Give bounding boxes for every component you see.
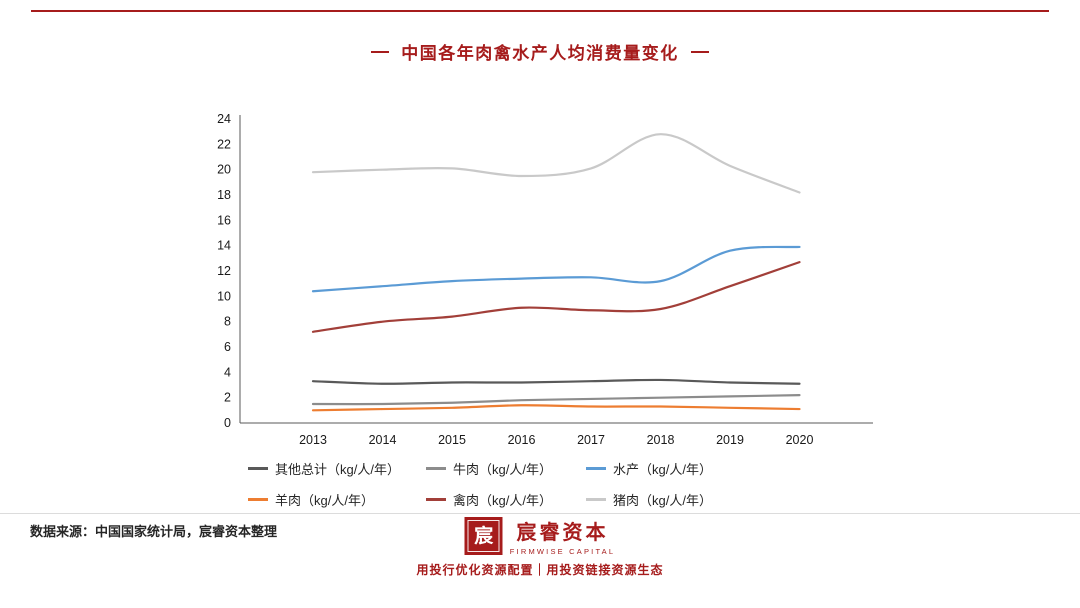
legend-label: 牛肉（kg/人/年） — [453, 462, 552, 477]
brand-row: 宸 宸睿资本 FIRMWISE CAPITAL — [416, 516, 663, 556]
legend-label: 水产（kg/人/年） — [613, 462, 712, 477]
y-axis-tick-label: 16 — [217, 213, 231, 227]
brand-names: 宸睿资本 FIRMWISE CAPITAL — [510, 516, 615, 556]
x-axis-tick-label: 2014 — [369, 433, 397, 447]
y-axis-tick-label: 8 — [224, 315, 231, 329]
x-axis-tick-label: 2019 — [716, 433, 744, 447]
legend-swatch — [586, 498, 606, 501]
y-axis-tick-label: 22 — [217, 137, 231, 151]
legend-label: 羊肉（kg/人/年） — [275, 493, 374, 508]
brand-block: 宸 宸睿资本 FIRMWISE CAPITAL 用投行优化资源配置｜用投资链接资… — [416, 516, 663, 578]
legend-item: 其他总计（kg/人/年） — [248, 459, 426, 478]
x-axis-tick-label: 2016 — [508, 433, 536, 447]
series-line — [311, 378, 801, 385]
data-source-note: 数据来源：中国国家统计局，宸睿资本整理 — [30, 524, 278, 539]
y-axis-tick-label: 14 — [217, 239, 231, 253]
y-axis-tick-label: 2 — [224, 391, 231, 405]
seal-glyph: 宸 — [467, 520, 500, 552]
x-axis-tick-label: 2020 — [786, 433, 814, 447]
y-axis-tick-label: 10 — [217, 289, 231, 303]
legend-label: 禽肉（kg/人/年） — [453, 493, 552, 508]
y-axis-tick-label: 12 — [217, 264, 231, 278]
y-axis-tick-label: 24 — [217, 112, 231, 126]
legend-item: 羊肉（kg/人/年） — [248, 490, 426, 509]
title-left-dash — [371, 50, 390, 53]
legend-label: 猪肉（kg/人/年） — [613, 493, 712, 508]
legend-swatch — [248, 467, 268, 470]
title-right-dash — [690, 50, 709, 53]
series-line — [311, 133, 801, 194]
brand-name-cn: 宸睿资本 — [516, 522, 609, 544]
series-line — [311, 394, 801, 406]
legend-item: 牛肉（kg/人/年） — [426, 459, 586, 478]
legend-item: 禽肉（kg/人/年） — [426, 490, 586, 509]
x-axis-tick-label: 2015 — [438, 433, 466, 447]
legend-label: 其他总计（kg/人/年） — [275, 462, 400, 477]
y-axis-tick-label: 4 — [224, 365, 231, 379]
series-line — [311, 245, 801, 293]
legend-swatch — [426, 467, 446, 470]
title-row: 中国各年肉禽水产人均消费量变化 — [0, 39, 1080, 64]
legend-swatch — [426, 498, 446, 501]
series-line — [311, 261, 801, 333]
legend-item: 水产（kg/人/年） — [586, 459, 712, 478]
page-title: 中国各年肉禽水产人均消费量变化 — [401, 44, 679, 63]
chart-legend: 其他总计（kg/人/年） 牛肉（kg/人/年） 水产（kg/人/年） 羊肉（kg/人/… — [248, 459, 712, 509]
y-axis-tick-label: 0 — [224, 416, 231, 430]
y-axis-tick-label: 18 — [217, 188, 231, 202]
y-axis-tick-label: 6 — [224, 340, 231, 354]
legend-swatch — [248, 498, 268, 501]
x-axis-tick-label: 2018 — [647, 433, 675, 447]
top-divider — [31, 10, 1049, 12]
series-line — [311, 404, 801, 412]
x-axis-tick-label: 2017 — [577, 433, 605, 447]
firmwise-seal-icon: 宸 — [464, 517, 503, 555]
legend-item: 猪肉（kg/人/年） — [586, 490, 712, 509]
legend-swatch — [586, 467, 606, 470]
brand-name-en: FIRMWISE CAPITAL — [509, 547, 616, 556]
x-axis-tick-label: 2013 — [299, 433, 327, 447]
line-chart: 0 2 4 6 8 10 12 14 16 18 20 22 24 2013 2014 2015 2016 201… — [180, 103, 890, 461]
footer-divider — [0, 513, 1080, 514]
brand-tagline: 用投行优化资源配置｜用投资链接资源生态 — [416, 563, 664, 577]
y-axis-tick-label: 20 — [217, 163, 231, 177]
